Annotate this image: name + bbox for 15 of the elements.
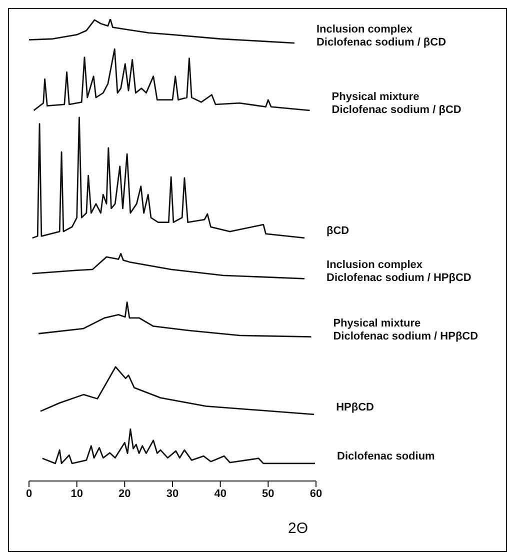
text: Inclusion complex Diclofenac sodium / HPβCD xyxy=(326,259,472,284)
x-tick-label: 60 xyxy=(310,488,322,500)
x-tick-label: 10 xyxy=(70,488,83,500)
x-tick-label: 50 xyxy=(262,488,274,500)
x-axis-title: 2Θ xyxy=(288,520,308,537)
x-tick-label: 0 xyxy=(26,488,32,500)
text: βCD xyxy=(326,224,350,237)
text: Inclusion complex Diclofenac sodium / βCD xyxy=(316,24,446,49)
x-tick-label: 40 xyxy=(214,488,226,500)
text: Physical mixture Diclofenac sodium / HPβCD xyxy=(333,317,478,342)
x-tick-label: 20 xyxy=(118,488,131,500)
text: HPβCD xyxy=(336,401,374,414)
x-tick-label: 30 xyxy=(166,488,179,500)
text: Physical mixture Diclofenac sodium / βCD xyxy=(332,90,462,116)
text: Diclofenac sodium xyxy=(337,450,436,462)
